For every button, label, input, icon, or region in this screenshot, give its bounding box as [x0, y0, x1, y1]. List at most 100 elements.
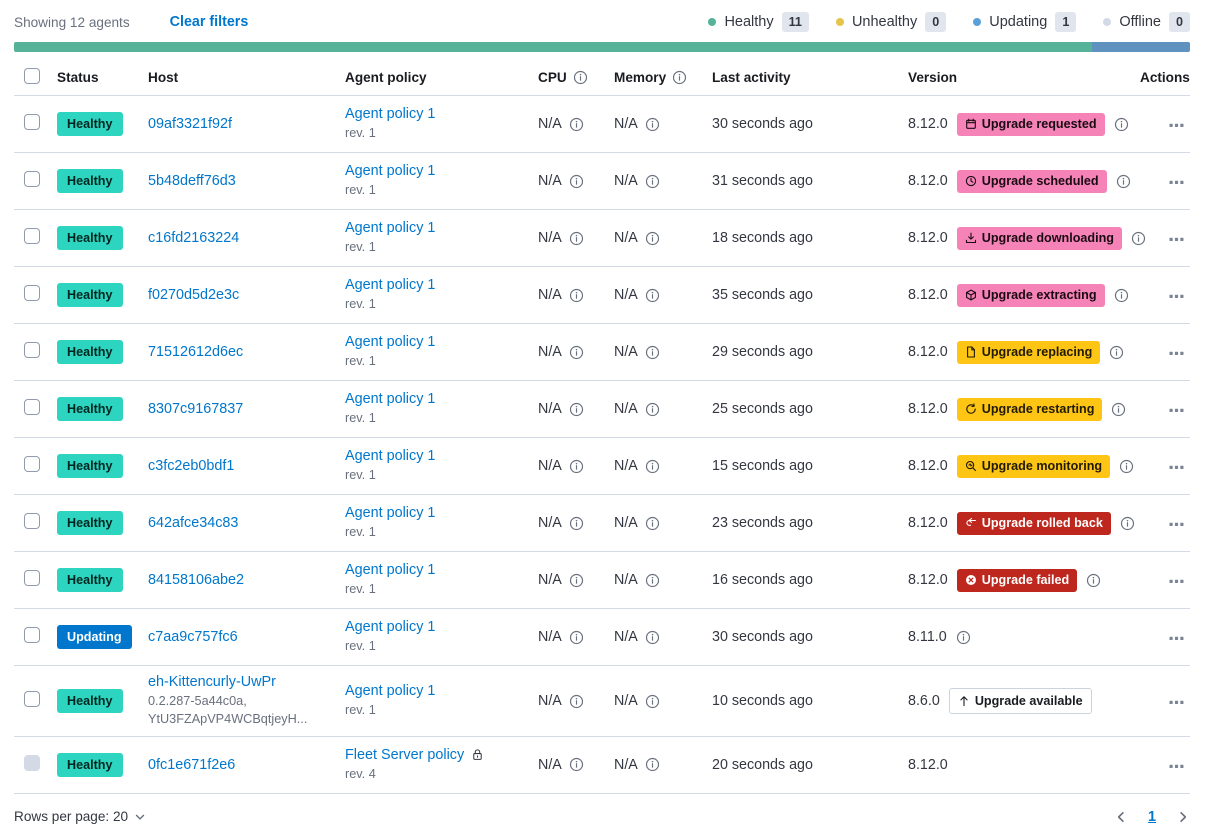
info-icon[interactable]	[645, 174, 660, 189]
info-icon[interactable]	[569, 231, 584, 246]
row-checkbox[interactable]	[24, 171, 40, 188]
row-checkbox[interactable]	[24, 456, 40, 473]
legend-item-unhealthy: Unhealthy 0	[835, 12, 947, 33]
version-info-icon[interactable]	[1120, 516, 1135, 531]
version-info-icon[interactable]	[1116, 174, 1131, 189]
actions-menu-button[interactable]	[1169, 465, 1184, 470]
host-link[interactable]: 642afce34c83	[148, 515, 239, 532]
info-icon[interactable]	[569, 117, 584, 132]
upgrade-badge-label: Upgrade scheduled	[981, 174, 1099, 189]
info-icon[interactable]	[569, 516, 584, 531]
info-icon[interactable]	[672, 70, 687, 85]
clear-filters-link[interactable]: Clear filters	[169, 14, 249, 31]
info-icon[interactable]	[569, 694, 584, 709]
version-value: 8.12.0	[908, 401, 948, 418]
host-link[interactable]: f0270d5d2e3c	[148, 287, 240, 304]
policy-link[interactable]: Fleet Server policy	[345, 746, 465, 763]
host-link[interactable]: 09af3321f92f	[148, 116, 233, 133]
actions-menu-button[interactable]	[1169, 351, 1184, 356]
actions-menu-button[interactable]	[1169, 579, 1184, 584]
policy-link[interactable]: Agent policy 1	[345, 448, 436, 465]
version-info-icon[interactable]	[1131, 231, 1146, 246]
version-info-icon[interactable]	[1086, 573, 1101, 588]
select-all-checkbox[interactable]	[24, 68, 40, 85]
row-checkbox[interactable]	[24, 513, 40, 530]
host-link[interactable]: 84158106abe2	[148, 572, 245, 589]
policy-link[interactable]: Agent policy 1	[345, 220, 436, 237]
upgrade-badge-label: Upgrade requested	[981, 117, 1097, 132]
actions-menu-button[interactable]	[1169, 294, 1184, 299]
policy-link[interactable]: Agent policy 1	[345, 106, 436, 123]
actions-menu-button[interactable]	[1169, 522, 1184, 527]
version-info-icon[interactable]	[956, 630, 971, 645]
info-icon[interactable]	[645, 288, 660, 303]
row-checkbox[interactable]	[24, 570, 40, 587]
info-icon[interactable]	[569, 402, 584, 417]
actions-menu-button[interactable]	[1169, 237, 1184, 242]
host-link[interactable]: 8307c9167837	[148, 401, 244, 418]
info-icon[interactable]	[645, 630, 660, 645]
host-link[interactable]: 0fc1e671f2e6	[148, 756, 236, 773]
info-icon[interactable]	[645, 402, 660, 417]
policy-link[interactable]: Agent policy 1	[345, 277, 436, 294]
info-icon[interactable]	[573, 70, 588, 85]
info-icon[interactable]	[569, 573, 584, 588]
info-icon[interactable]	[569, 345, 584, 360]
row-checkbox[interactable]	[24, 114, 40, 131]
legend-label: Healthy	[724, 14, 774, 31]
info-icon[interactable]	[645, 694, 660, 709]
info-icon[interactable]	[645, 231, 660, 246]
host-link[interactable]: c16fd2163224	[148, 230, 240, 247]
version-info-icon[interactable]	[1111, 402, 1126, 417]
version-info-icon[interactable]	[1109, 345, 1124, 360]
info-icon[interactable]	[569, 757, 584, 772]
row-checkbox[interactable]	[24, 399, 40, 416]
status-badge: Healthy	[57, 752, 123, 777]
row-checkbox[interactable]	[24, 691, 40, 707]
host-link[interactable]: c7aa9c757fc6	[148, 629, 238, 646]
row-checkbox[interactable]	[24, 627, 40, 644]
host-link[interactable]: c3fc2eb0bdf1	[148, 458, 235, 475]
next-page-button[interactable]	[1176, 810, 1190, 824]
rows-per-page-button[interactable]: Rows per page: 20	[14, 809, 146, 824]
upgrade-badge: Upgrade rolled back	[956, 511, 1111, 535]
version-info-icon[interactable]	[1114, 117, 1129, 132]
actions-menu-button[interactable]	[1169, 180, 1184, 185]
info-icon[interactable]	[645, 459, 660, 474]
actions-menu-button[interactable]	[1169, 123, 1184, 128]
policy-link[interactable]: Agent policy 1	[345, 505, 436, 522]
info-icon[interactable]	[569, 288, 584, 303]
policy-link[interactable]: Agent policy 1	[345, 619, 436, 636]
policy-link[interactable]: Agent policy 1	[345, 562, 436, 579]
policy-link[interactable]: Agent policy 1	[345, 682, 436, 699]
policy-link[interactable]: Agent policy 1	[345, 391, 436, 408]
last-activity: 20 seconds ago	[712, 756, 813, 773]
actions-menu-button[interactable]	[1169, 408, 1184, 413]
info-icon[interactable]	[569, 174, 584, 189]
upgrade-badge-icon	[965, 346, 977, 358]
legend-label: Offline	[1119, 14, 1161, 31]
version-info-icon[interactable]	[1114, 288, 1129, 303]
actions-menu-button[interactable]	[1169, 764, 1184, 769]
row-checkbox[interactable]	[24, 342, 40, 359]
host-link[interactable]: eh-Kittencurly-UwPr	[148, 674, 276, 691]
info-icon[interactable]	[645, 345, 660, 360]
info-icon[interactable]	[645, 573, 660, 588]
version-info-icon[interactable]	[1119, 459, 1134, 474]
info-icon[interactable]	[569, 630, 584, 645]
info-icon[interactable]	[569, 459, 584, 474]
actions-menu-button[interactable]	[1169, 636, 1184, 641]
policy-link[interactable]: Agent policy 1	[345, 163, 436, 180]
policy-link[interactable]: Agent policy 1	[345, 334, 436, 351]
page-number-1[interactable]: 1	[1148, 808, 1156, 825]
previous-page-button[interactable]	[1114, 810, 1128, 824]
actions-menu-button[interactable]	[1169, 700, 1184, 705]
info-icon[interactable]	[645, 117, 660, 132]
info-icon[interactable]	[645, 516, 660, 531]
host-link[interactable]: 5b48deff76d3	[148, 173, 236, 190]
row-checkbox[interactable]	[24, 285, 40, 302]
policy-revision: rev. 1	[345, 240, 376, 255]
row-checkbox[interactable]	[24, 228, 40, 245]
info-icon[interactable]	[645, 757, 660, 772]
host-link[interactable]: 71512612d6ec	[148, 344, 244, 361]
